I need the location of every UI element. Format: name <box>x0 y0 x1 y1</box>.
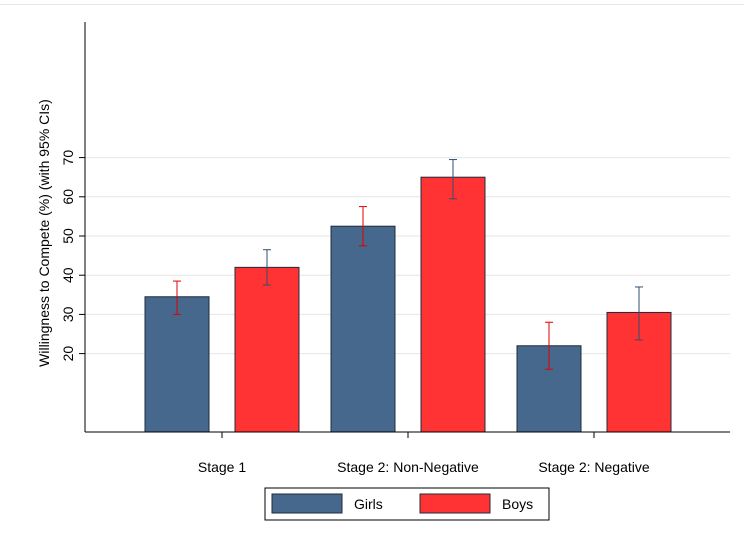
top-border-line <box>0 4 744 5</box>
x-ticks-group: Stage 1 Stage 2: Non-Negative Stage 2: Neg… <box>198 432 650 475</box>
y-tick-label: 60 <box>60 189 76 205</box>
y-tick-label: 20 <box>60 346 76 362</box>
bar-boys-2 <box>420 176 486 433</box>
y-tick-label: 50 <box>60 228 76 244</box>
bar-boys-1 <box>234 266 300 433</box>
x-tick-label: Stage 1 <box>198 459 246 475</box>
x-tick-label: Stage 2: Non-Negative <box>337 459 479 475</box>
legend-swatch-girls <box>271 493 343 514</box>
y-tick-label: 30 <box>60 306 76 322</box>
bar-girls-2 <box>330 225 396 433</box>
legend-swatch-boys <box>419 493 491 514</box>
legend: Girls Boys <box>264 487 550 521</box>
legend-label-boys: Boys <box>502 496 533 512</box>
y-tick-label: 40 <box>60 267 76 283</box>
legend-label-girls: Girls <box>354 496 383 512</box>
y-tick-label: 70 <box>60 150 76 166</box>
bars-group <box>144 176 672 433</box>
x-tick-label: Stage 2: Negative <box>538 459 650 475</box>
y-ticks-group: 20 30 40 50 60 70 <box>60 150 85 362</box>
y-axis-label: Willingness to Compete (%) (with 95% CIs… <box>36 99 52 367</box>
error-bars-group <box>173 159 643 370</box>
bar-girls-1 <box>144 296 210 433</box>
